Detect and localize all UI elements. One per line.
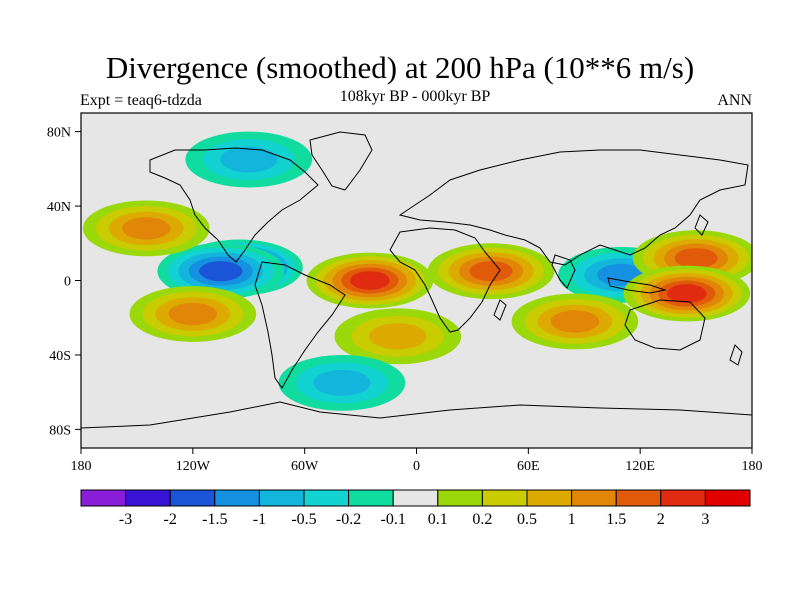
arctic-convergence xyxy=(185,131,313,188)
lon-tick-label: 180 xyxy=(742,459,763,474)
lon-tick-label: 180 xyxy=(71,459,92,474)
coastline-greenland xyxy=(309,131,373,191)
colorbar-swatch xyxy=(704,489,751,507)
latitude-axis: 80N 40N 0 40S 80S xyxy=(47,126,81,438)
colorbar-label: -0.5 xyxy=(291,511,316,528)
field-contour xyxy=(666,284,707,303)
colorbar-swatch xyxy=(481,489,528,507)
colorbar-label: 1 xyxy=(568,511,576,528)
coastline-africa xyxy=(389,227,501,333)
lat-tick-label: 0 xyxy=(64,275,71,290)
colorbar-label: 1.5 xyxy=(606,511,626,528)
colorbar-swatch xyxy=(125,489,171,507)
lat-tick-label: 80N xyxy=(47,126,71,141)
colorbar-swatch xyxy=(303,489,350,507)
lon-tick-label: 120W xyxy=(176,459,211,474)
field-contour xyxy=(199,261,243,282)
field-contour xyxy=(168,302,218,326)
colorbar-swatch xyxy=(660,489,706,507)
lat-tick-label: 80S xyxy=(49,423,71,438)
coastline-south-america xyxy=(254,261,346,389)
lat-tick-label: 40S xyxy=(49,349,71,364)
season-label: ANN xyxy=(717,92,752,109)
south-atlantic-divergence xyxy=(334,308,462,365)
coastline-australia xyxy=(624,299,706,351)
colorbar-label: -0.2 xyxy=(336,511,361,528)
colorbar-label: -1 xyxy=(253,511,266,528)
colorbar-swatch xyxy=(615,489,662,507)
colorbar-label: 3 xyxy=(701,511,709,528)
coastline-madagascar xyxy=(493,299,507,321)
field-contour xyxy=(313,369,371,396)
colorbar-swatch xyxy=(526,489,573,507)
colorbar-label: 0.2 xyxy=(472,511,492,528)
colorbar: -3 -2 -1.5 -1 -0.5 -0.2 -0.1 0.1 0.2 0.5 1 1.5 2 3 xyxy=(80,489,751,528)
coastline-japan xyxy=(694,214,709,236)
colorbar-swatch xyxy=(437,489,483,507)
coastlines xyxy=(81,131,752,429)
north-pacific-divergence xyxy=(82,200,210,257)
divergence-field xyxy=(82,131,752,411)
colorbar-label: -0.1 xyxy=(381,511,406,528)
field-contour xyxy=(369,323,427,350)
longitude-axis: 180 120W 60W 0 60E 120E 180 xyxy=(71,448,763,474)
lon-tick-label: 60W xyxy=(291,459,319,474)
colorbar-swatch xyxy=(392,489,439,507)
field-contour xyxy=(220,146,278,173)
lon-tick-label: 0 xyxy=(413,459,420,474)
equatorial-atlantic-divergence xyxy=(306,252,434,309)
colorbar-label: 0.5 xyxy=(517,511,537,528)
map-area xyxy=(81,113,752,448)
colorbar-swatch xyxy=(214,489,260,507)
experiment-label: Expt = teaq6-tdzda xyxy=(80,92,202,109)
coastline-eurasia xyxy=(398,149,749,266)
colorbar-swatch xyxy=(571,489,617,507)
field-contour xyxy=(674,248,718,269)
colorbar-swatch xyxy=(348,489,394,507)
east-africa-divergence xyxy=(427,243,555,300)
southern-ocean-convergence xyxy=(278,354,406,411)
colorbar-swatch xyxy=(169,489,216,507)
figure-title: Divergence (smoothed) at 200 hPa (10**6 … xyxy=(105,50,695,85)
lon-tick-label: 120E xyxy=(625,459,655,474)
lon-tick-label: 60E xyxy=(517,459,540,474)
field-contour xyxy=(550,310,600,333)
lat-tick-label: 40N xyxy=(47,200,71,215)
new-guinea-divergence xyxy=(623,265,751,322)
field-contour xyxy=(350,271,390,290)
colorbar-swatch xyxy=(258,489,305,507)
colorbar-label: 0.1 xyxy=(428,511,448,528)
colorbar-label: -2 xyxy=(164,511,177,528)
coastline-india xyxy=(551,254,576,289)
coastline-indonesia xyxy=(607,277,667,294)
coastline-north-america xyxy=(149,147,319,263)
field-contour xyxy=(122,217,171,240)
east-pacific-convergence-halo xyxy=(157,243,285,300)
south-pacific-divergence xyxy=(129,286,257,342)
field-contour xyxy=(469,261,513,282)
figure-subtitle: 108kyr BP - 000kyr BP xyxy=(339,88,491,105)
indian-ocean-divergence xyxy=(511,293,639,350)
colorbar-label: 2 xyxy=(657,511,665,528)
coastline-antarctica xyxy=(81,401,752,429)
colorbar-label: -3 xyxy=(119,511,132,528)
colorbar-label: -1.5 xyxy=(202,511,227,528)
coastline-new-zealand xyxy=(729,344,743,366)
colorbar-swatch xyxy=(80,489,127,507)
